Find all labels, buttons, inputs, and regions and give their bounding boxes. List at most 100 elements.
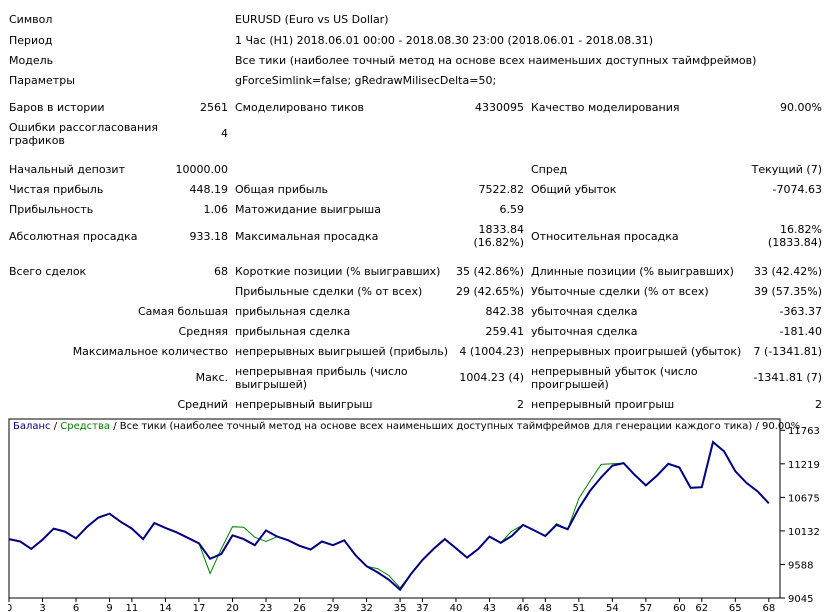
- x-tick-label: 3: [39, 603, 45, 612]
- avgcons-label: Средний: [177, 398, 228, 411]
- x-tick-label: 14: [159, 603, 172, 612]
- x-tick-label: 26: [293, 603, 306, 612]
- legend-sep: /: [50, 421, 61, 432]
- x-tick-label: 51: [573, 603, 586, 612]
- x-tick-label: 35: [394, 603, 407, 612]
- bars-value: 2561: [200, 101, 228, 114]
- report-table: Символ EURUSD (Euro vs US Dollar) Период…: [9, 13, 822, 411]
- maxcount-loss-label: непрерывных проигрышей (убыток): [531, 345, 742, 358]
- x-tick-label: 17: [193, 603, 206, 612]
- largest-profit-label: прибыльная сделка: [235, 305, 351, 318]
- x-tick-label: 29: [327, 603, 340, 612]
- x-tick-label: 46: [517, 603, 530, 612]
- proftrades-label: Прибыльные сделки (% от всех): [235, 285, 423, 298]
- x-tick-label: 40: [450, 603, 463, 612]
- x-tick-label: 65: [729, 603, 742, 612]
- average-profit-label: прибыльная сделка: [235, 325, 351, 338]
- x-tick-label: 60: [673, 603, 686, 612]
- max-win-label-line1: непрерывная прибыль (число: [235, 365, 408, 378]
- x-tick-label: 32: [360, 603, 373, 612]
- y-tick-label: 11219: [788, 460, 820, 471]
- maxcount-loss-value: 7 (-1341.81): [753, 345, 822, 358]
- long-value: 33 (42.42%): [753, 265, 822, 278]
- y-tick-label: 10132: [788, 527, 820, 538]
- ticks-value: 4330095: [475, 101, 524, 114]
- legend-description: / Все тики (наиболее точный метод на осн…: [110, 421, 801, 432]
- avgcons-loss-label: непрерывный проигрыш: [531, 398, 675, 411]
- reldd-label: Относительная просадка: [531, 230, 679, 243]
- pf-label: Прибыльность: [9, 203, 94, 216]
- deposit-value: 10000.00: [175, 163, 229, 176]
- avgcons-win-label: непрерывный выигрыш: [235, 398, 373, 411]
- quality-value: 90.00%: [780, 101, 822, 114]
- errors-label-line1: Ошибки рассогласования: [9, 121, 159, 134]
- netprofit-label: Чистая прибыль: [9, 183, 104, 196]
- ticks-label: Смоделировано тиков: [235, 101, 365, 114]
- absdd-value: 933.18: [189, 230, 229, 243]
- x-tick-label: 62: [695, 603, 708, 612]
- losstrades-label: Убыточные сделки (% от всех): [531, 285, 709, 298]
- legend-equity: Средства: [60, 421, 111, 432]
- x-tick-label: 57: [640, 603, 653, 612]
- long-label: Длинные позиции (% выигравших): [531, 265, 734, 278]
- period-value: 1 Час (H1) 2018.06.01 00:00 - 2018.08.30…: [235, 34, 653, 47]
- x-tick-label: 43: [483, 603, 496, 612]
- average-label: Средняя: [178, 325, 228, 338]
- x-tick-label: 54: [606, 603, 619, 612]
- average-loss-value: -181.40: [779, 325, 822, 338]
- params-label: Параметры: [9, 74, 75, 87]
- bars-label: Баров в истории: [9, 101, 105, 114]
- maxdd-value-line2: (16.82%): [473, 236, 524, 249]
- maxdd-label: Максимальная просадка: [235, 230, 379, 243]
- x-tick-label: 68: [762, 603, 775, 612]
- largest-loss-label: убыточная сделка: [531, 305, 638, 318]
- spread-value: Текущий (7): [751, 163, 822, 176]
- x-tick-label: 37: [416, 603, 429, 612]
- trades-label: Всего сделок: [9, 265, 87, 278]
- y-tick-label: 10675: [788, 493, 820, 504]
- trades-value: 68: [214, 265, 228, 278]
- series-line-balance: [8, 440, 770, 592]
- y-tick-label: 9045: [788, 594, 813, 605]
- model-value: Все тики (наиболее точный метод на основ…: [235, 54, 757, 67]
- max-label: Макс.: [195, 371, 228, 384]
- deposit-label: Начальный депозит: [9, 163, 125, 176]
- maxcount-label: Максимальное количество: [72, 345, 228, 358]
- params-value: gForceSimlink=false; gRedrawMilisecDelta…: [235, 74, 497, 87]
- max-loss-value: -1341.81 (7): [753, 371, 822, 384]
- grossprofit-label: Общая прибыль: [235, 183, 328, 196]
- short-value: 35 (42.86%): [455, 265, 524, 278]
- short-label: Короткие позиции (% выигравших): [235, 265, 441, 278]
- balance-chart: 11763 11219 10675 10132 9588 9045 0 3 6 9 11 14 17 20…: [8, 418, 820, 612]
- grossloss-label: Общий убыток: [531, 183, 617, 196]
- errors-label-line2: графиков: [9, 134, 65, 147]
- quality-label: Качество моделирования: [531, 101, 680, 114]
- avgcons-win-value: 2: [517, 398, 524, 411]
- errors-value: 4: [221, 127, 228, 140]
- x-tick-label: 11: [126, 603, 139, 612]
- average-profit-value: 259.41: [485, 325, 525, 338]
- symbol-label: Символ: [9, 13, 53, 26]
- max-win-value: 1004.23 (4): [459, 371, 524, 384]
- max-win-label-line2: выигрышей): [235, 378, 308, 391]
- x-tick-label: 23: [260, 603, 273, 612]
- avgcons-loss-value: 2: [815, 398, 822, 411]
- average-loss-label: убыточная сделка: [531, 325, 638, 338]
- pf-value: 1.06: [203, 203, 229, 216]
- netprofit-value: 448.19: [189, 183, 229, 196]
- maxcount-win-label: непрерывных выигрышей (прибыль): [235, 345, 449, 358]
- max-loss-label-line2: проигрышей): [531, 378, 609, 391]
- x-tick-label: 20: [226, 603, 239, 612]
- proftrades-value: 29 (42.65%): [455, 285, 524, 298]
- grossprofit-value: 7522.82: [478, 183, 525, 196]
- x-tick-label: 0: [8, 603, 12, 612]
- x-tick-label: 9: [106, 603, 112, 612]
- reldd-value-line2: (1833.84): [767, 236, 822, 249]
- symbol-value: EURUSD (Euro vs US Dollar): [235, 13, 389, 26]
- period-label: Период: [9, 34, 53, 47]
- plot-frame: [8, 418, 781, 599]
- absdd-label: Абсолютная просадка: [9, 230, 138, 243]
- largest-label: Самая большая: [137, 305, 228, 318]
- payoff-value: 6.59: [499, 203, 525, 216]
- y-tick-label: 9588: [788, 560, 813, 571]
